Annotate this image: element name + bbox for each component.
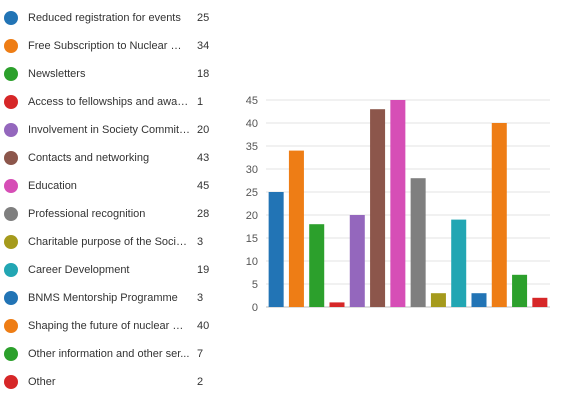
y-tick-label: 5 <box>252 279 258 291</box>
legend-label: Reduced registration for events <box>28 12 181 24</box>
bar[interactable] <box>471 293 487 307</box>
legend-label: Charitable purpose of the Society <box>28 236 190 248</box>
legend-color-swatch <box>4 235 18 249</box>
legend-count: 28 <box>197 208 210 220</box>
legend-color-swatch <box>4 263 18 277</box>
bar[interactable] <box>512 274 528 307</box>
legend-item[interactable]: Involvement in Society Committ... 20 <box>0 116 230 144</box>
y-tick-label: 15 <box>246 233 258 245</box>
legend-count: 34 <box>197 40 210 52</box>
legend-count: 25 <box>197 12 210 24</box>
bar[interactable] <box>370 109 386 307</box>
legend-color-swatch <box>4 123 18 137</box>
legend-label: Involvement in Society Committ... <box>28 124 190 136</box>
legend-count: 3 <box>197 236 204 248</box>
legend-color-swatch <box>4 347 18 361</box>
legend-item[interactable]: Access to fellowships and awards 1 <box>0 88 230 116</box>
legend-item[interactable]: Reduced registration for events 25 <box>0 4 230 32</box>
legend-color-swatch <box>4 95 18 109</box>
bar[interactable] <box>288 150 304 307</box>
legend-color-swatch <box>4 207 18 221</box>
legend-item[interactable]: BNMS Mentorship Programme 3 <box>0 284 230 312</box>
legend-item[interactable]: Education 45 <box>0 172 230 200</box>
bar[interactable] <box>430 293 446 307</box>
y-tick-label: 0 <box>252 302 258 314</box>
legend-item[interactable]: Contacts and networking 43 <box>0 144 230 172</box>
y-tick-label: 10 <box>246 256 258 268</box>
legend-label: Shaping the future of nuclear m... <box>28 320 190 332</box>
legend-label: Career Development <box>28 264 130 276</box>
bar[interactable] <box>451 219 467 307</box>
legend-count: 43 <box>197 152 210 164</box>
legend-label: Newsletters <box>28 68 86 80</box>
y-tick-label: 30 <box>246 164 258 176</box>
legend-item[interactable]: Other information and other ser... 7 <box>0 340 230 368</box>
bar[interactable] <box>329 302 345 307</box>
y-tick-label: 25 <box>246 187 258 199</box>
y-tick-label: 35 <box>246 141 258 153</box>
legend-label: Other <box>28 376 56 388</box>
legend-label: Free Subscription to Nuclear Me... <box>28 40 190 52</box>
bar[interactable] <box>309 224 325 307</box>
y-tick-label: 45 <box>246 95 258 107</box>
bar[interactable] <box>491 123 507 307</box>
legend-color-swatch <box>4 11 18 25</box>
legend-label: Professional recognition <box>28 208 146 220</box>
legend-count: 45 <box>197 180 210 192</box>
legend-label: Education <box>28 180 77 192</box>
legend-item[interactable]: Charitable purpose of the Society 3 <box>0 228 230 256</box>
legend-count: 7 <box>197 348 204 360</box>
legend-color-swatch <box>4 39 18 53</box>
legend-count: 20 <box>197 124 210 136</box>
legend-count: 18 <box>197 68 210 80</box>
legend-label: Access to fellowships and awards <box>28 96 190 108</box>
chart-legend: Reduced registration for events 25 Free Su… <box>0 4 230 396</box>
legend-label: BNMS Mentorship Programme <box>28 292 178 304</box>
legend-item[interactable]: Shaping the future of nuclear m... 40 <box>0 312 230 340</box>
legend-color-swatch <box>4 375 18 389</box>
y-tick-label: 40 <box>246 118 258 130</box>
bar[interactable] <box>532 297 548 307</box>
y-tick-label: 20 <box>246 210 258 222</box>
legend-label: Contacts and networking <box>28 152 150 164</box>
legend-count: 1 <box>197 96 204 108</box>
legend-color-swatch <box>4 179 18 193</box>
bar-chart: 0 5 10 15 20 25 30 35 40 45 <box>246 95 550 314</box>
legend-item[interactable]: Professional recognition 28 <box>0 200 230 228</box>
bar[interactable] <box>410 178 426 307</box>
legend-count: 40 <box>197 320 210 332</box>
legend-label: Other information and other ser... <box>28 348 190 360</box>
legend-count: 2 <box>197 376 204 388</box>
legend-color-swatch <box>4 67 18 81</box>
legend-color-swatch <box>4 151 18 165</box>
bar[interactable] <box>349 215 365 307</box>
legend-item[interactable]: Career Development 19 <box>0 256 230 284</box>
legend-item[interactable]: Free Subscription to Nuclear Me... 34 <box>0 32 230 60</box>
legend-color-swatch <box>4 319 18 333</box>
bar[interactable] <box>268 192 284 307</box>
legend-count: 19 <box>197 264 210 276</box>
legend-item[interactable]: Newsletters 18 <box>0 60 230 88</box>
bar[interactable] <box>390 100 406 307</box>
legend-color-swatch <box>4 291 18 305</box>
legend-item[interactable]: Other 2 <box>0 368 230 396</box>
legend-count: 3 <box>197 292 204 304</box>
